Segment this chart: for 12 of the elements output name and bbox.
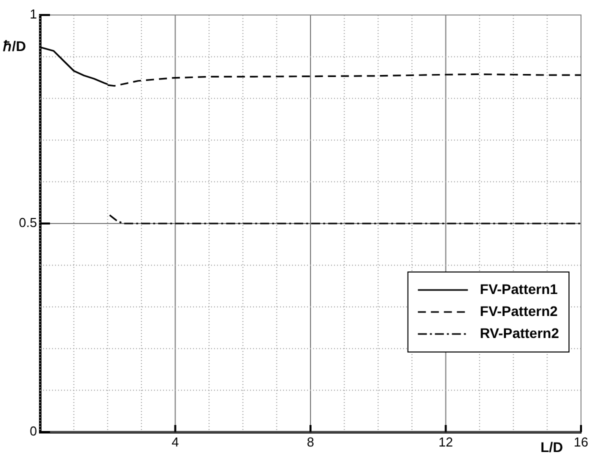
legend-label: RV-Pattern2 <box>480 324 560 341</box>
x-axis-title: L/D <box>540 438 563 455</box>
x-tick-label: 16 <box>574 434 588 450</box>
x-tick-label: 4 <box>172 434 179 450</box>
y-tick-label: 0 <box>30 424 37 439</box>
y-tick-label: 1 <box>30 6 37 22</box>
y-tick-label: 0.5 <box>18 215 37 230</box>
x-tick-label: 12 <box>438 434 453 450</box>
legend-label: FV-Pattern1 <box>480 280 558 297</box>
x-tick-label: 8 <box>306 434 314 450</box>
y-axis-title: ℏ/D <box>3 38 26 54</box>
legend-label: FV-Pattern2 <box>480 302 558 319</box>
